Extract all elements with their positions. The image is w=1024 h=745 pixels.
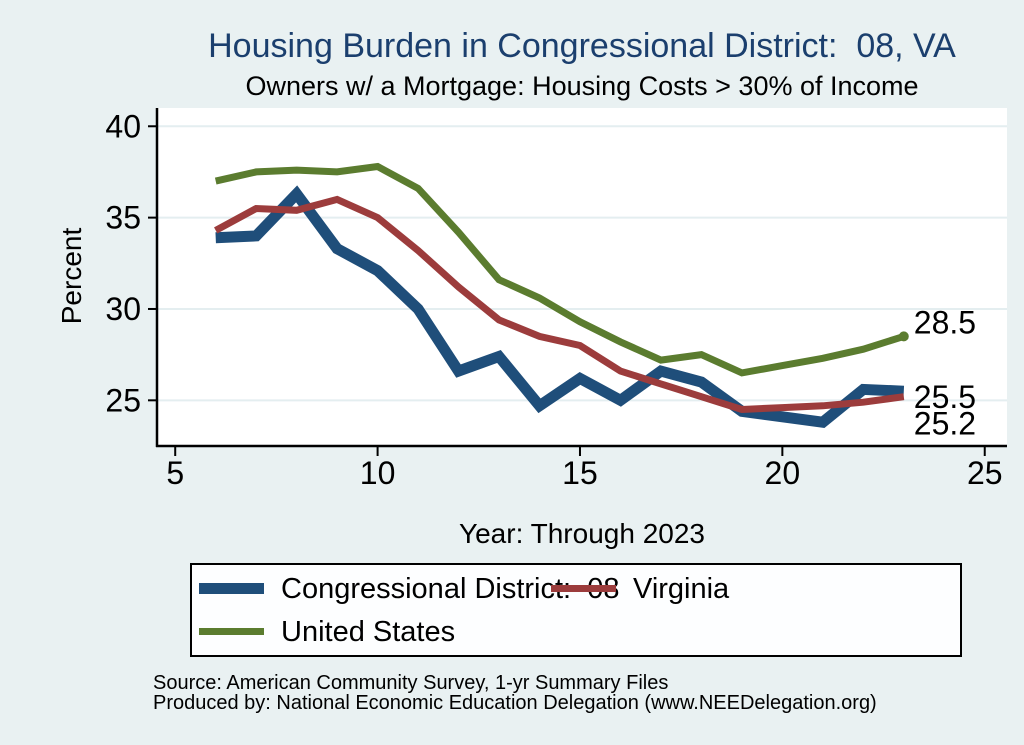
series-end-label-cd08: 25.5 (914, 379, 976, 415)
y-tick-label-30: 30 (105, 291, 141, 327)
series-end-label-us: 28.5 (914, 304, 976, 340)
series-end-marker-us (898, 331, 909, 342)
x-tick-label-5: 5 (166, 455, 184, 491)
y-tick-label-35: 35 (105, 200, 141, 236)
series-line-us (214, 162, 905, 377)
plot-area: 25 30 35 40 5 10 15 20 25 25.525.2 28.5 (105, 108, 1007, 491)
legend-swatch-virginia (551, 585, 616, 592)
x-tick-label-20: 20 (765, 455, 801, 491)
legend-entry-virginia: Virginia (551, 572, 960, 606)
legend-swatch-cd08 (199, 583, 264, 594)
series-end-label-virginia: 25.2 (914, 406, 976, 442)
legend-label-us: United States (281, 615, 456, 648)
x-tick-label-25: 25 (967, 455, 1003, 491)
legend-label-virginia: Virginia (633, 572, 730, 605)
source-note: Source: American Community Survey, 1-yr … (153, 673, 877, 713)
y-tick-label-25: 25 (105, 382, 141, 418)
legend: Congressional District: 08 Virginia United… (190, 563, 962, 657)
x-tick-label-10: 10 (360, 455, 396, 491)
legend-entry-us: United States (199, 615, 551, 649)
y-tick-label-40: 40 (105, 108, 141, 144)
y-axis-title: Percent (56, 227, 87, 325)
x-tick-label-15: 15 (562, 455, 598, 491)
legend-entry-cd08: Congressional District: 08 (199, 572, 619, 606)
series-line-cd08 (215, 185, 905, 428)
series-line-virginia (214, 195, 905, 414)
chart-subtitle: Owners w/ a Mortgage: Housing Costs > 30… (245, 71, 919, 101)
source-line-2: Produced by: National Economic Education… (153, 692, 877, 714)
legend-swatch-us (199, 628, 264, 635)
chart-title: Housing Burden in Congressional District… (208, 27, 956, 65)
x-axis-title: Year: Through 2023 (459, 518, 705, 549)
source-line-1: Source: American Community Survey, 1-yr … (153, 672, 669, 694)
